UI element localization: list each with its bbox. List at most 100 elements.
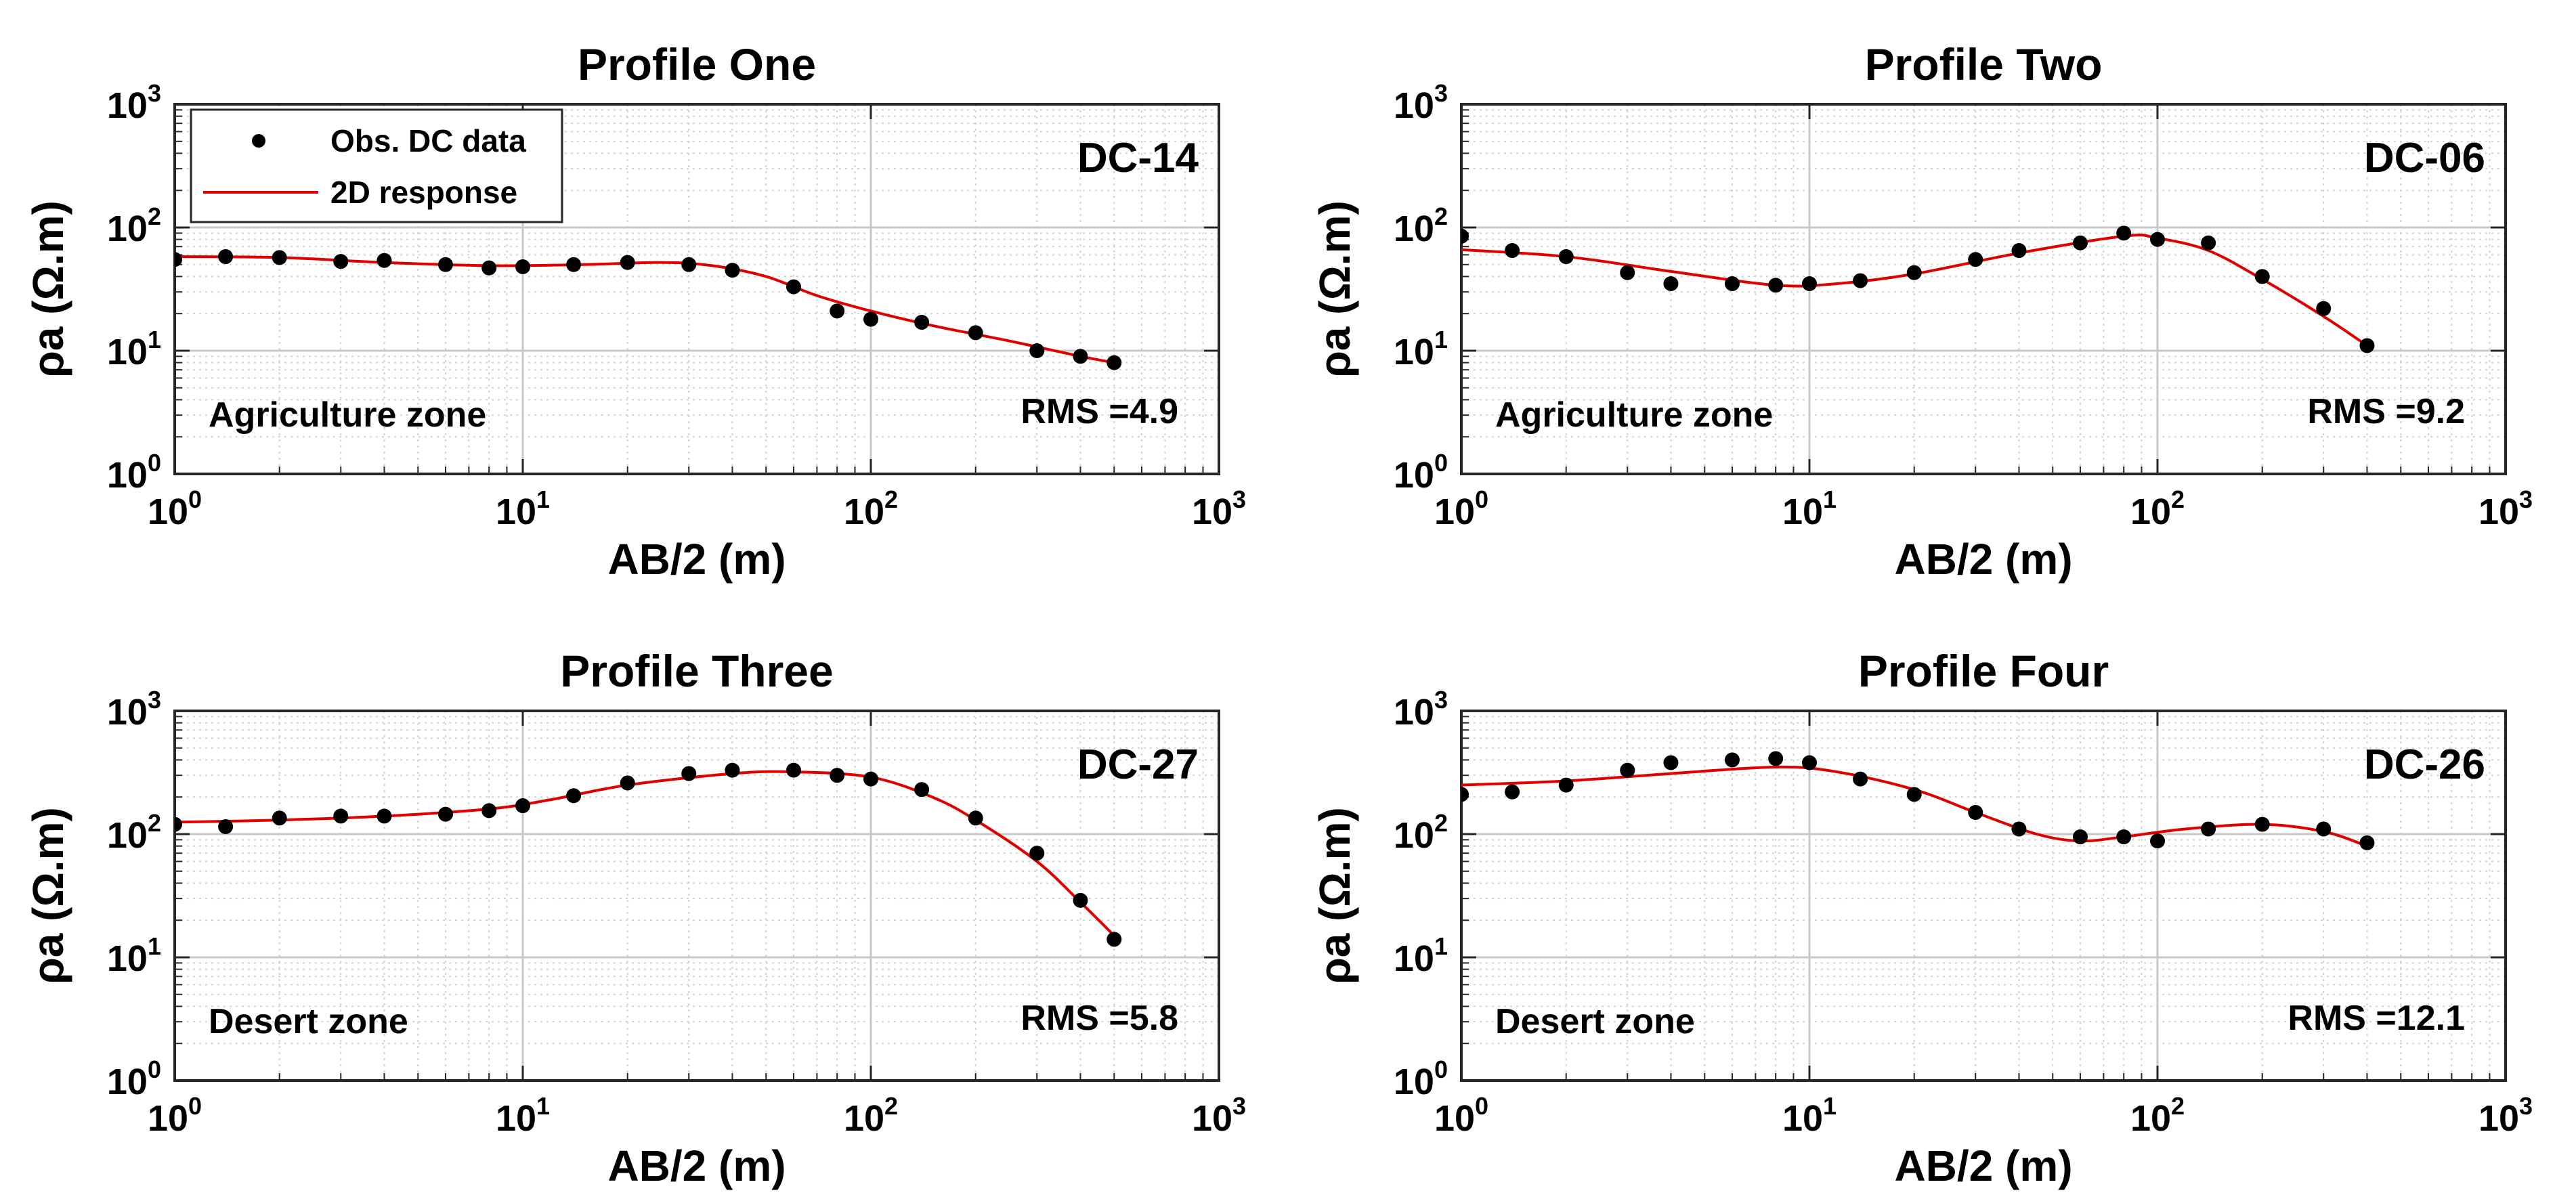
x-tick-label: 102	[2130, 1092, 2185, 1139]
observed-point	[1461, 787, 1469, 802]
observed-point	[1107, 932, 1122, 947]
observed-point	[968, 810, 983, 826]
x-tick-label: 103	[1192, 1092, 1246, 1139]
axes-box	[1460, 710, 2507, 1082]
observed-point	[914, 315, 930, 330]
station-label: DC-27	[1077, 741, 1199, 788]
observed-point	[1906, 787, 1922, 802]
observed-point	[1073, 349, 1088, 364]
observed-point	[515, 259, 530, 275]
observed-point	[1029, 846, 1045, 861]
y-tick-label: 100	[107, 1055, 161, 1102]
observed-point	[1663, 276, 1679, 291]
observed-point	[1029, 343, 1045, 358]
observed-point	[1724, 752, 1740, 768]
observed-points	[175, 762, 1122, 947]
y-axis-label: ρa (Ω.m)	[24, 807, 72, 984]
observed-point	[1505, 243, 1520, 259]
observed-point	[1853, 771, 1868, 787]
y-tick-label: 102	[1394, 202, 1448, 249]
y-tick-label: 101	[107, 932, 161, 979]
observed-point	[2254, 817, 2270, 832]
y-tick-label: 102	[107, 809, 161, 856]
x-tick-label: 100	[148, 1092, 202, 1139]
plot-area	[1461, 104, 2506, 474]
station-label: DC-06	[2364, 135, 2485, 181]
tick-marks	[173, 103, 1220, 475]
x-tick-label: 102	[844, 485, 898, 532]
zone-label: Desert zone	[209, 1002, 408, 1041]
observed-point	[681, 257, 697, 272]
x-tick-label: 103	[1192, 485, 1246, 532]
observed-point	[515, 798, 530, 814]
axes-box	[1460, 103, 2507, 475]
chart-panel-2: 100 101 102 103 100 101 102 103 Profile Two AB/2 …	[1310, 39, 2533, 584]
observed-point	[1073, 892, 1088, 908]
observed-point	[1906, 265, 1922, 280]
zone-label: Agriculture zone	[1495, 395, 1773, 435]
x-tick-label: 102	[844, 1092, 898, 1139]
chart-title: Profile Three	[560, 646, 833, 696]
observed-point	[2150, 833, 2165, 849]
x-tick-label: 102	[2130, 485, 2185, 532]
rms-label: RMS =4.9	[1021, 392, 1178, 431]
y-tick-label: 103	[107, 79, 161, 126]
observed-point	[272, 250, 287, 265]
observed-point	[1968, 252, 1983, 267]
observed-point	[863, 311, 878, 327]
x-axis-label: AB/2 (m)	[1894, 535, 2072, 584]
observed-point	[2359, 338, 2375, 353]
observed-point	[1802, 276, 1817, 291]
zone-label: Agriculture zone	[209, 395, 486, 435]
y-tick-label: 100	[1394, 1055, 1448, 1102]
observed-point	[175, 817, 182, 832]
y-tick-label: 102	[107, 202, 161, 249]
observed-point	[2116, 829, 2132, 845]
legend-marker-observed	[252, 134, 265, 148]
tick-marks	[1460, 710, 2507, 1082]
station-label: DC-14	[1077, 135, 1199, 181]
observed-point	[786, 279, 801, 295]
observed-point	[914, 782, 930, 798]
observed-points	[1461, 225, 2375, 353]
zone-label: Desert zone	[1495, 1002, 1695, 1041]
grid	[1461, 104, 2506, 474]
station-label: DC-26	[2364, 741, 2485, 788]
observed-point	[2072, 235, 2088, 251]
observed-point	[377, 808, 392, 824]
observed-point	[218, 249, 234, 265]
plot-area	[1461, 711, 2506, 1081]
x-tick-label: 103	[2478, 485, 2533, 532]
observed-point	[725, 762, 740, 778]
observed-point	[333, 254, 349, 269]
legend-label-model: 2D response	[330, 175, 517, 210]
observed-point	[863, 771, 878, 787]
y-axis-label: ρa (Ω.m)	[24, 200, 72, 378]
x-tick-label: 100	[1434, 1092, 1488, 1139]
legend-label-observed: Obs. DC data	[330, 123, 526, 158]
x-tick-label: 101	[496, 485, 550, 532]
observed-point	[481, 260, 497, 276]
x-tick-label: 101	[1782, 485, 1837, 532]
axes-box	[173, 103, 1220, 475]
rms-label: RMS =12.1	[2288, 999, 2465, 1038]
rms-label: RMS =5.8	[1021, 999, 1178, 1038]
observed-points	[175, 249, 1122, 370]
y-tick-label: 101	[1394, 326, 1448, 372]
observed-point	[968, 325, 983, 341]
x-tick-label: 100	[1434, 485, 1488, 532]
observed-point	[2011, 243, 2027, 259]
y-tick-label: 101	[107, 326, 161, 372]
legend-box	[190, 108, 563, 223]
x-axis-label: AB/2 (m)	[607, 535, 786, 584]
observed-point	[481, 803, 497, 819]
y-axis-label: ρa (Ω.m)	[1310, 807, 1359, 984]
x-tick-label: 101	[496, 1092, 550, 1139]
y-axis-label: ρa (Ω.m)	[1310, 200, 1359, 378]
x-axis-label: AB/2 (m)	[1894, 1141, 2072, 1190]
y-tick-label: 103	[1394, 686, 1448, 733]
y-tick-label: 101	[1394, 932, 1448, 979]
chart-panel-4: 100 101 102 103 100 101 102 103 Profile Four AB/2…	[1310, 646, 2533, 1190]
observed-point	[566, 788, 582, 804]
